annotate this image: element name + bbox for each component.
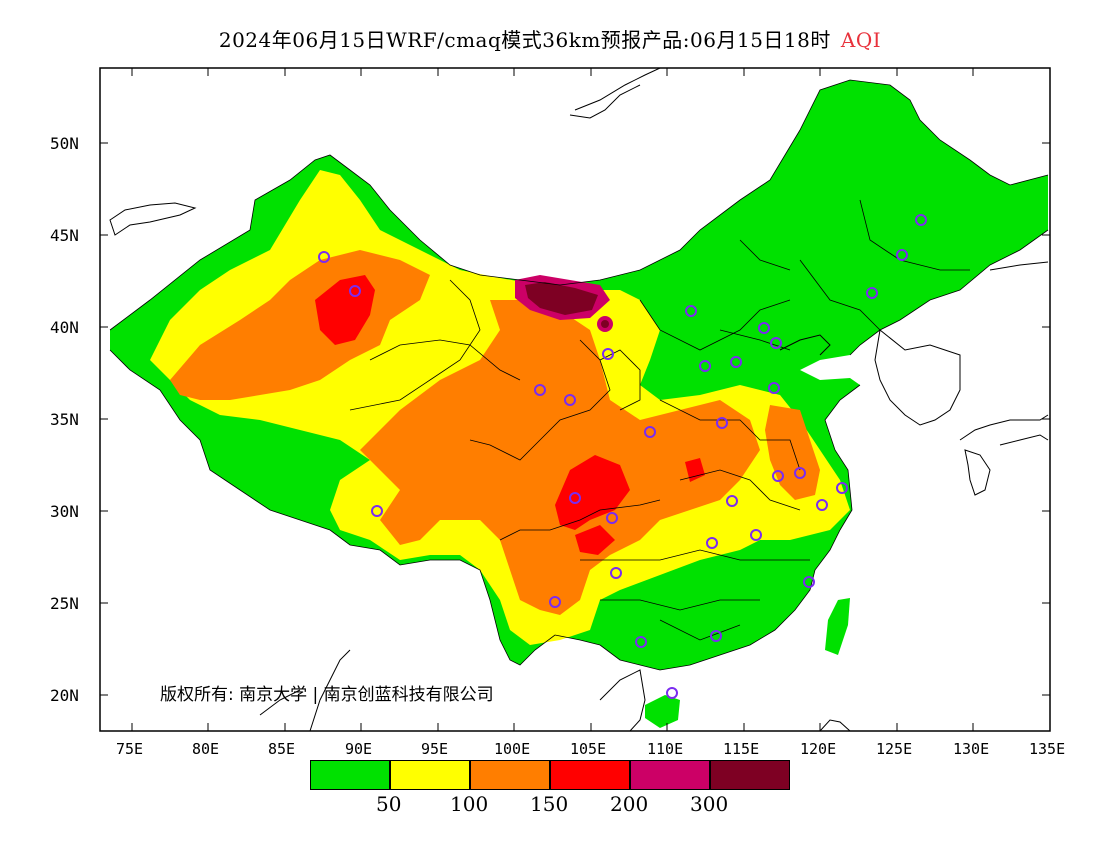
legend-swatch-moderate <box>390 760 470 790</box>
station-marker <box>750 529 762 541</box>
station-marker <box>564 394 576 406</box>
lat-label: 35N <box>50 410 79 429</box>
neighbor-coastlines <box>109 68 1049 731</box>
lon-label: 120E <box>800 740 837 758</box>
station-marker <box>716 417 728 429</box>
station-marker <box>915 214 927 226</box>
lat-ticks <box>100 142 1050 696</box>
legend-threshold: 200 <box>610 792 649 816</box>
station-marker <box>758 322 770 334</box>
lon-label: 90E <box>345 740 373 758</box>
legend-threshold: 100 <box>450 792 489 816</box>
station-marker <box>699 360 711 372</box>
station-marker <box>770 337 782 349</box>
lon-label: 135E <box>1029 740 1066 758</box>
region-orange-central <box>360 300 760 615</box>
station-marker <box>606 512 618 524</box>
station-marker <box>371 505 383 517</box>
legend-threshold: 300 <box>690 792 729 816</box>
lon-label: 115E <box>723 740 760 758</box>
station-marker <box>644 426 656 438</box>
copyright-text: 版权所有: 南京大学 | 南京创蓝科技有限公司 <box>160 685 494 705</box>
map-frame <box>99 67 1051 732</box>
legend-swatch-sensitive <box>470 760 550 790</box>
station-marker <box>318 251 330 263</box>
lat-label: 45N <box>50 226 79 245</box>
region-red-sichuan <box>555 455 630 530</box>
lon-label: 95E <box>421 740 449 758</box>
region-hainan <box>645 695 680 728</box>
station-marker <box>602 348 614 360</box>
legend-swatch-very-unhealthy <box>630 760 710 790</box>
lon-label: 75E <box>116 740 144 758</box>
station-marker <box>706 537 718 549</box>
legend-swatch-good <box>310 760 390 790</box>
station-marker <box>836 482 848 494</box>
region-orange-east <box>765 405 820 500</box>
lon-ticks <box>131 68 1051 731</box>
lon-label: 85E <box>268 740 296 758</box>
lon-label: 105E <box>570 740 607 758</box>
lat-label: 40N <box>50 318 79 337</box>
legend-swatch-hazardous <box>710 760 790 790</box>
station-marker <box>726 495 738 507</box>
title-variable: AQI <box>840 28 882 52</box>
chart-title: 2024年06月15日WRF/cmaq模式36km预报产品:06月15日18时 A… <box>0 24 1100 53</box>
province-boundaries <box>109 79 1049 671</box>
station-marker <box>549 596 561 608</box>
lon-label: 130E <box>953 740 990 758</box>
station-marker <box>685 305 697 317</box>
legend-threshold: 50 <box>376 792 402 816</box>
station-marker <box>349 285 361 297</box>
lat-label: 30N <box>50 502 79 521</box>
station-marker <box>710 630 722 642</box>
lat-label: 20N <box>50 686 79 705</box>
station-marker <box>569 492 581 504</box>
station-marker <box>803 576 815 588</box>
region-maroon-north <box>525 282 598 315</box>
station-marker <box>730 356 742 368</box>
lat-label: 50N <box>50 134 79 153</box>
station-marker <box>816 499 828 511</box>
region-red-chongqing <box>575 525 615 555</box>
station-marker <box>534 384 546 396</box>
region-maroon-spot <box>601 320 609 328</box>
station-marker <box>772 470 784 482</box>
station-marker <box>768 382 780 394</box>
legend-swatch-unhealthy <box>550 760 630 790</box>
lon-label: 110E <box>647 740 684 758</box>
lat-label: 25N <box>50 594 79 613</box>
map-content <box>109 68 1049 731</box>
station-marker <box>610 567 622 579</box>
legend-threshold: 150 <box>530 792 569 816</box>
station-markers <box>318 214 927 699</box>
region-taiwan <box>825 598 850 655</box>
station-marker <box>635 636 647 648</box>
station-marker <box>866 287 878 299</box>
station-marker <box>666 687 678 699</box>
lon-label: 80E <box>192 740 220 758</box>
lon-label: 100E <box>494 740 531 758</box>
region-red-hubei <box>685 458 705 482</box>
title-main: 2024年06月15日WRF/cmaq模式36km预报产品:06月15日18时 <box>218 28 831 52</box>
station-marker <box>794 467 806 479</box>
station-marker <box>896 249 908 261</box>
lon-label: 125E <box>876 740 913 758</box>
